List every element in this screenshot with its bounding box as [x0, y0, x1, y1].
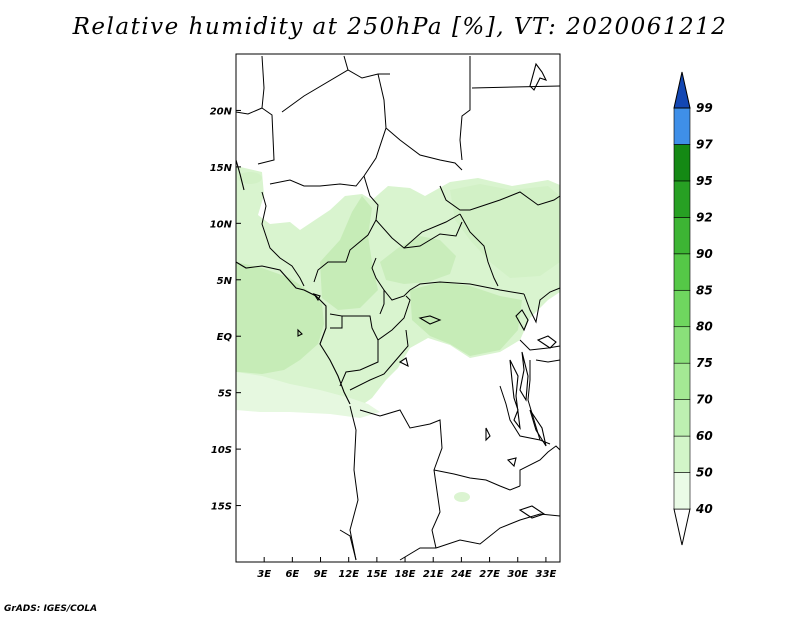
lat-tick-label: 15N: [210, 163, 233, 174]
lat-tick-label: 10S: [211, 445, 232, 456]
lon-tick-label: 33E: [536, 569, 557, 580]
credit-label: GrADS: IGES/COLA: [4, 604, 98, 614]
country-borders: [235, 55, 561, 561]
humidity-shading: [236, 166, 560, 502]
humidity-region-south: [236, 372, 380, 418]
colorbar-segment: [673, 217, 691, 255]
colorbar-segment: [673, 144, 691, 182]
humidity-spot-north: [238, 172, 262, 184]
lon-tick-label: 30E: [507, 569, 528, 580]
colorbar-segment: [673, 107, 691, 145]
colorbar: 40 50 60 70 75 80 85 90 92 95 97 99: [673, 71, 713, 546]
humidity-region-core-4: [380, 236, 456, 284]
colorbar-segment: [673, 289, 691, 328]
colorbar-level-label: 80: [696, 320, 713, 334]
colorbar-segment: [673, 435, 691, 473]
colorbar-segment: [673, 399, 691, 437]
lat-tick-label: 10N: [210, 219, 233, 230]
colorbar-level-label: 50: [696, 466, 713, 480]
lat-tick-label: 20N: [210, 106, 233, 117]
lat-tick-label: 5S: [218, 389, 232, 400]
lon-tick-label: 9E: [314, 569, 328, 580]
colorbar-segment: [673, 472, 691, 510]
colorbar-level-label: 75: [696, 356, 713, 370]
humidity-spot-south: [454, 492, 470, 502]
colorbar-segment: [673, 326, 691, 364]
lon-tick-label: 3E: [257, 569, 271, 580]
colorbar-segment: [673, 180, 691, 218]
lon-tick-label: 12E: [338, 569, 359, 580]
colorbar-level-label: 92: [696, 210, 713, 224]
lon-tick-label: 18E: [395, 569, 416, 580]
lon-tick-label: 15E: [366, 569, 387, 580]
colorbar-segment: [673, 362, 691, 400]
colorbar-level-label: 95: [696, 174, 713, 188]
colorbar-level-label: 85: [696, 283, 713, 297]
lon-tick-label: 6E: [285, 569, 299, 580]
colorbar-level-label: 40: [695, 502, 713, 516]
lon-tick-label: 21E: [423, 569, 444, 580]
colorbar-level-label: 99: [696, 101, 713, 115]
colorbar-upper-triangle: [673, 71, 691, 109]
lat-tick-label: EQ: [217, 332, 233, 343]
map-axes: 3E 6E 9E 12E 15E 18E 21E 24E 27E 30E 33E 20N 15N 10N 5…: [210, 106, 557, 580]
colorbar-level-label: 90: [696, 247, 713, 261]
lat-tick-label: 15S: [211, 502, 232, 513]
colorbar-level-label: 60: [696, 429, 713, 443]
map-frame: [235, 53, 561, 563]
lon-tick-label: 27E: [479, 569, 500, 580]
colorbar-level-label: 70: [696, 393, 713, 407]
lon-tick-label: 24E: [451, 569, 472, 580]
colorbar-lower-triangle: [673, 508, 691, 546]
lat-tick-label: 5N: [217, 276, 233, 287]
colorbar-level-label: 97: [696, 137, 713, 151]
chart-title: Relative humidity at 250hPa [%], VT: 202…: [72, 14, 728, 40]
colorbar-segment: [673, 253, 691, 291]
humidity-region-core-3: [410, 282, 522, 356]
coastlines: [235, 62, 557, 519]
